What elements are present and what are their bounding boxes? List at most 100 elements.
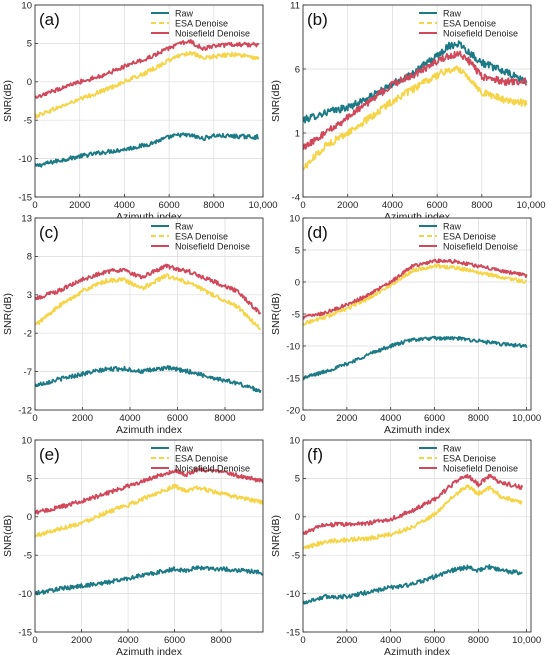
axes-frame	[34, 439, 264, 633]
y-axis-label: SNR(dB)	[270, 80, 282, 122]
panel-label: (b)	[307, 10, 328, 29]
x-tick-label: 0	[32, 413, 37, 424]
series-line-esa-denoise	[35, 50, 260, 119]
x-tick-label: 10,000	[516, 200, 545, 211]
series-line-esa-denoise	[303, 65, 528, 171]
y-tick-label: 6	[295, 64, 300, 75]
x-tick-label: 4000	[117, 635, 138, 646]
series-line-esa-denoise	[303, 484, 523, 550]
y-tick-label: -12	[18, 405, 32, 416]
x-axis-label: Azimuth index	[116, 646, 183, 655]
y-tick-label: -5	[292, 309, 300, 320]
x-tick-label: 0	[300, 635, 305, 646]
y-tick-label: -5	[24, 116, 32, 127]
y-tick-label: 10	[289, 435, 300, 446]
y-tick-label: 5	[295, 474, 300, 485]
x-tick-label: 2000	[69, 200, 90, 211]
x-tick-label: 6000	[427, 200, 448, 211]
panel-f: 0 2000 4000 6000 8000 10,000 -15 -10 -5 0 5 10 Azimu…	[270, 435, 541, 655]
legend-label: Raw	[443, 221, 462, 231]
x-tick-label: 8000	[468, 413, 489, 424]
legend-label: ESA Denoise	[175, 453, 228, 463]
panel-label: (d)	[307, 223, 328, 242]
x-axis-label: Azimuth index	[116, 424, 183, 436]
x-tick-label: 6000	[164, 635, 185, 646]
x-tick-label: 10,000	[512, 413, 541, 424]
y-tick-label: 0	[27, 77, 32, 88]
y-axis-label: SNR(dB)	[2, 515, 14, 557]
y-tick-label: 10	[289, 213, 300, 224]
y-tick-label: -15	[18, 192, 32, 203]
x-tick-label: 10,000	[248, 200, 277, 211]
y-tick-label: -10	[286, 341, 300, 352]
legend-label: Noisefield Denoise	[175, 28, 250, 38]
legend-label: Raw	[443, 8, 462, 18]
y-tick-label: 11	[290, 0, 300, 11]
y-tick-label: -5	[292, 551, 300, 562]
y-tick-label: 10	[21, 0, 32, 11]
y-tick-label: -4	[292, 192, 300, 203]
y-tick-label: 3	[27, 290, 32, 301]
panel-label: (c)	[39, 223, 59, 242]
x-tick-label: 6000	[167, 413, 188, 424]
x-tick-label: 6000	[424, 413, 445, 424]
axes-frame	[302, 4, 532, 198]
y-axis-label: SNR(dB)	[270, 293, 282, 335]
x-tick-label: 4000	[380, 413, 401, 424]
x-tick-label: 2000	[336, 413, 357, 424]
series-line-raw	[35, 565, 263, 596]
y-tick-label: -2	[24, 329, 32, 340]
legend-label: Raw	[443, 443, 462, 453]
axes-frame	[34, 217, 264, 411]
x-tick-label: 2000	[337, 200, 358, 211]
y-tick-label: 5	[27, 474, 32, 485]
x-tick-label: 6000	[159, 200, 180, 211]
y-tick-label: 5	[295, 245, 300, 256]
panel-c: 0 2000 4000 6000 8000 -12 -7 -2 3 8 13 Azimuth inde…	[2, 213, 264, 436]
x-tick-label: 8000	[471, 200, 492, 211]
x-tick-label: 0	[32, 635, 37, 646]
y-tick-label: 1	[295, 128, 300, 139]
x-tick-label: 8000	[468, 635, 489, 646]
y-tick-label: 8	[27, 252, 32, 263]
x-tick-label: 8000	[214, 413, 235, 424]
y-tick-label: -15	[286, 373, 300, 384]
y-tick-label: -5	[24, 551, 32, 562]
series-line-esa-denoise	[35, 483, 263, 538]
panel-label: (f)	[307, 445, 323, 464]
panel-label: (a)	[39, 10, 60, 29]
y-tick-label: -15	[286, 627, 300, 638]
series-line-raw	[35, 365, 262, 394]
x-tick-label: 8000	[211, 635, 232, 646]
y-tick-label: 13	[21, 213, 32, 224]
y-tick-label: 5	[27, 39, 32, 50]
panel-e: 0 2000 4000 6000 8000 -15 -10 -5 0 5 10 Azimuth ind…	[2, 435, 264, 655]
axes-frame	[34, 4, 264, 198]
legend-label: ESA Denoise	[443, 453, 496, 463]
x-tick-label: 10,000	[512, 635, 541, 646]
x-tick-label: 0	[300, 413, 305, 424]
series-line-esa-denoise	[35, 273, 262, 331]
x-tick-label: 4000	[114, 200, 135, 211]
legend-label: Raw	[175, 443, 194, 453]
series-line-noisefield-denoise	[303, 50, 528, 150]
y-tick-label: -10	[18, 154, 32, 165]
legend-label: Raw	[175, 8, 194, 18]
x-axis-label: Azimuth index	[384, 424, 451, 436]
x-tick-label: 8000	[203, 200, 224, 211]
series-line-noisefield-denoise	[35, 467, 263, 515]
series-line-raw	[303, 335, 528, 381]
series-line-esa-denoise	[303, 263, 528, 326]
y-tick-label: -20	[286, 405, 300, 416]
plot-area	[303, 5, 531, 197]
legend-label: ESA Denoise	[443, 18, 496, 28]
axes-frame	[302, 439, 532, 633]
x-tick-label: 4000	[119, 413, 140, 424]
x-tick-label: 2000	[71, 635, 92, 646]
x-tick-label: 2000	[336, 635, 357, 646]
legend-label: ESA Denoise	[443, 231, 496, 241]
x-tick-label: 6000	[424, 635, 445, 646]
legend-label: ESA Denoise	[175, 231, 228, 241]
